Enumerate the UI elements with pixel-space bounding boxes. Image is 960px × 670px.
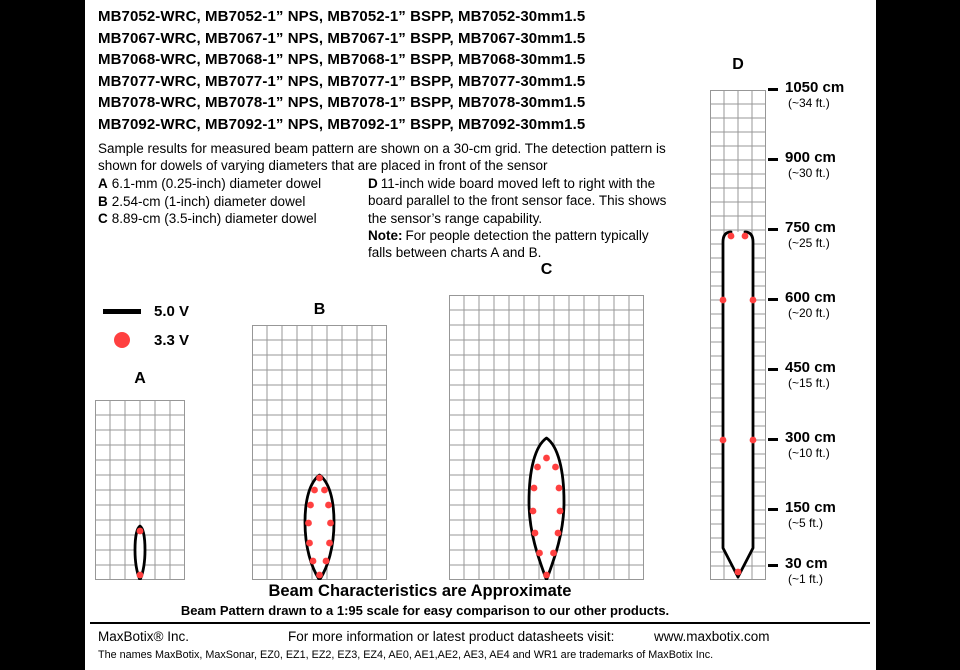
beam-chart-D [710, 90, 766, 580]
product-title-line: MB7068-WRC, MB7068-1” NPS, MB7068-1” BSP… [98, 51, 586, 68]
note-label: Note: [368, 227, 403, 243]
intro-text: Sample results for measured beam pattern… [98, 141, 666, 173]
footer-divider [90, 622, 870, 624]
range-label-150: 150 cm (~5 ft.) [768, 500, 836, 531]
range-label-600: 600 cm (~20 ft.) [768, 290, 836, 321]
range-ft-label: (~20 ft.) [788, 306, 830, 320]
range-ft-label: (~1 ft.) [788, 572, 824, 586]
range-cm-label: 750 cm [785, 219, 836, 236]
board-description: D 11-inch wide board moved left to right … [368, 175, 670, 261]
range-label-900: 900 cm (~30 ft.) [768, 150, 836, 181]
dowel-item: B 2.54-cm (1-inch) diameter dowel [98, 193, 321, 211]
legend-item-5v: 5.0 V [103, 299, 189, 323]
dowel-item: A 6.1-mm (0.25-inch) diameter dowel [98, 175, 321, 193]
chart-label-D: D [732, 56, 744, 73]
red-dot-swatch-icon [114, 332, 130, 348]
range-cm-label: 450 cm [785, 359, 836, 376]
range-cm-label: 600 cm [785, 289, 836, 306]
beam-grid-D [710, 90, 766, 580]
beam-grid-B [252, 325, 387, 580]
dowel-text: 2.54-cm (1-inch) diameter dowel [111, 193, 306, 209]
product-title-line: MB7092-WRC, MB7092-1” NPS, MB7092-1” BSP… [98, 115, 586, 133]
product-title-line: MB7077-WRC, MB7077-1” NPS, MB7077-1” BSP… [98, 72, 586, 90]
product-title-line: MB7067-WRC, MB7067-1” NPS, MB7067-1” BSP… [98, 29, 586, 47]
dowel-text: 8.89-cm (3.5-inch) diameter dowel [111, 211, 317, 226]
range-label-300: 300 cm (~10 ft.) [768, 430, 836, 461]
beam-chart-B [252, 325, 387, 580]
range-ft-label: (~15 ft.) [788, 376, 830, 390]
voltage-legend: 5.0 V 3.3 V [103, 299, 189, 357]
visit-text: For more information or latest product d… [288, 629, 615, 644]
legend-label: 5.0 V [154, 302, 190, 320]
approx-heading: Beam Characteristics are Approximate [268, 582, 572, 600]
tick-mark-icon [768, 158, 778, 161]
footer: MaxBotix® Inc. For more information or l… [98, 629, 870, 647]
range-cm-label: 1050 cm [785, 79, 845, 96]
product-title-line: MB7052-WRC, MB7052-1” NPS, MB7052-1” BSP… [98, 8, 586, 25]
beam-grid-A [95, 400, 185, 580]
dowel-text: 6.1-mm (0.25-inch) diameter dowel [111, 176, 322, 191]
range-ft-label: (~34 ft.) [788, 96, 830, 110]
range-cm-label: 150 cm [785, 499, 836, 516]
dowel-item: C 8.89-cm (3.5-inch) diameter dowel [98, 210, 321, 228]
people-detection-note: Note: For people detection the pattern ty… [368, 227, 649, 261]
dowel-list: A 6.1-mm (0.25-inch) diameter dowel B 2.54… [98, 175, 321, 228]
range-label-450: 450 cm (~15 ft.) [768, 360, 836, 391]
beam-chart-A [95, 400, 185, 580]
dowel-key: C [98, 211, 108, 226]
tick-mark-icon [768, 228, 778, 231]
beam-grid-C [449, 295, 644, 580]
range-cm-label: 30 cm [785, 555, 828, 572]
legend-item-3v3: 3.3 V [103, 328, 189, 352]
range-ft-label: (~25 ft.) [788, 236, 830, 250]
trademark-line: The names MaxBotix, MaxSonar, EZ0, EZ1, … [98, 649, 714, 661]
tick-mark-icon [768, 438, 778, 441]
board-key: D [368, 176, 378, 191]
range-cm-label: 900 cm [785, 149, 836, 166]
range-label-750: 750 cm (~25 ft.) [768, 220, 836, 251]
product-title-block: MB7052-WRC, MB7052-1” NPS, MB7052-1” BSP… [98, 6, 585, 135]
beam-chart-C [449, 295, 644, 580]
chart-label-A: A [134, 370, 146, 387]
tick-mark-icon [768, 564, 778, 567]
dowel-key: A [98, 176, 108, 191]
board-text: D 11-inch wide board moved left to right … [368, 176, 667, 226]
tick-mark-icon [768, 368, 778, 371]
chart-label-B: B [313, 301, 326, 318]
product-title-line: MB7078-WRC, MB7078-1” NPS, MB7078-1” BSP… [98, 94, 586, 111]
range-label-1050: 1050 cm (~34 ft.) [768, 80, 844, 111]
range-label-30: 30 cm (~1 ft.) [768, 556, 828, 587]
tick-mark-icon [768, 508, 778, 511]
range-ft-label: (~30 ft.) [788, 166, 830, 180]
company-name: MaxBotix® Inc. [98, 629, 189, 644]
tick-mark-icon [768, 298, 778, 301]
solid-line-swatch-icon [103, 308, 141, 314]
scale-note: Beam Pattern drawn to a 1:95 scale for e… [180, 603, 670, 618]
legend-label: 3.3 V [154, 331, 190, 349]
range-cm-label: 300 cm [785, 429, 836, 446]
tick-mark-icon [768, 88, 778, 91]
chart-label-C: C [540, 261, 553, 278]
website-url: www.maxbotix.com [654, 629, 770, 644]
range-ft-label: (~5 ft.) [788, 516, 824, 530]
range-ft-label: (~10 ft.) [788, 446, 830, 460]
dowel-key: B [98, 193, 108, 209]
